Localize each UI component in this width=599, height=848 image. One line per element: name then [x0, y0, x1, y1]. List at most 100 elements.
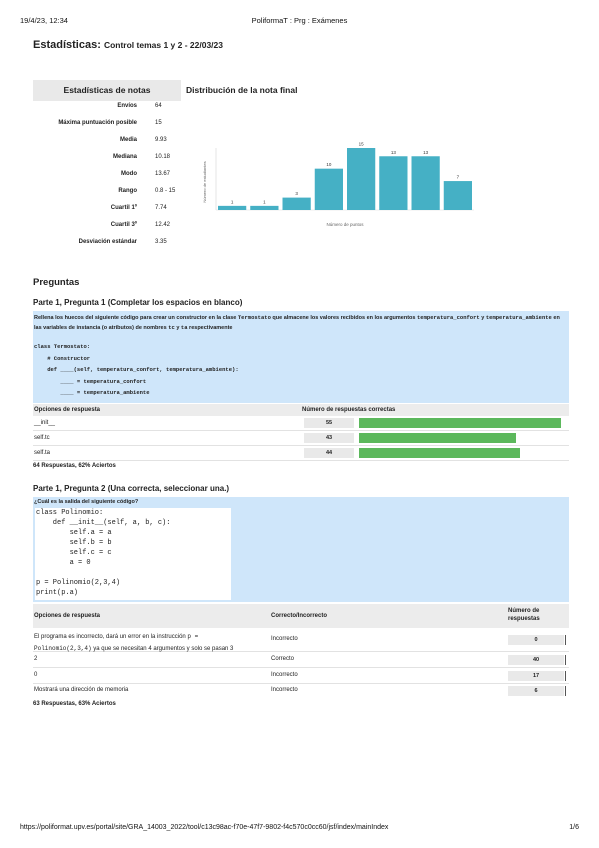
answer-label: Mostrará una dirección de memoria: [34, 687, 129, 693]
page-title-main: Estadísticas:: [33, 39, 101, 51]
answer-row: self.tc 43: [33, 431, 569, 446]
answer-status: Incorrecto: [271, 687, 298, 693]
prompt-code: Termostato: [237, 314, 271, 321]
answer-label: El programa es incorrecto, dará un error…: [34, 631, 264, 655]
answer-row: 0 Incorrecto 17: [33, 668, 569, 684]
grade-distribution-chart: Número de estudiantes Número de puntos 1…: [202, 142, 474, 227]
chart-bar: [282, 197, 311, 210]
chart-data-label: 1: [231, 199, 234, 204]
stat-label: Modo: [121, 171, 137, 177]
chart-bar: [314, 168, 343, 210]
stat-label: Rango: [118, 188, 137, 194]
summary-count: 64 Respuestas,: [33, 463, 77, 469]
question-1-box: Rellena los huecos del siguiente código …: [33, 311, 569, 403]
answer-label: 2: [34, 656, 38, 662]
question-2-summary: 63 Respuestas, 63% Aciertos: [33, 701, 116, 707]
question-1-summary: 64 Respuestas, 62% Aciertos: [33, 463, 116, 469]
prompt-text: que almacene los valores recibidos en lo…: [270, 315, 417, 321]
prompt-code: temperatura_ambiente: [485, 314, 552, 321]
answer-code: p =: [187, 633, 199, 640]
question-1-table-header: Opciones de respuesta Número de respuest…: [33, 404, 569, 416]
page-title-sub: Control temas 1 y 2 - 22/03/23: [103, 40, 223, 50]
answer-count: 40: [508, 655, 564, 665]
stats-row: Rango 0.8 - 15: [33, 188, 193, 205]
prompt-text: en las variables de instancia (o atribut…: [34, 315, 560, 331]
chart-data-label: 13: [423, 150, 429, 155]
stats-header: Estadísticas de notas: [33, 80, 181, 101]
answer-label: __init__: [34, 420, 56, 426]
answer-row: El programa es incorrecto, dará un error…: [33, 628, 569, 652]
summary-count: 63 Respuestas,: [33, 701, 77, 707]
stat-value: 7.74: [155, 205, 167, 211]
stat-value: 15: [155, 120, 162, 126]
answer-row: __init__ 55: [33, 416, 569, 431]
stats-row: Envíos 64: [33, 103, 193, 120]
chart-y-label: Número de estudiantes: [202, 161, 207, 202]
answer-row: 2 Correcto 40: [33, 652, 569, 668]
prompt-code: ta: [180, 324, 188, 331]
answer-count: 43: [304, 433, 354, 443]
prompt-text: y: [479, 315, 486, 321]
stat-value: 0.8 - 15: [155, 188, 176, 194]
stat-label: Envíos: [117, 103, 137, 109]
answer-bar: [359, 418, 561, 428]
col-correct: Número de respuestas correctas: [302, 407, 396, 413]
stat-label: Cuartil 1º: [110, 205, 137, 211]
question-2-prompt: ¿Cuál es la salida del siguiente código?: [34, 499, 139, 505]
answer-bar: [565, 635, 566, 645]
chart-data-label: 3: [295, 191, 298, 196]
answer-count: 44: [304, 448, 354, 458]
prompt-code: temperatura_confort: [417, 314, 480, 321]
prompt-text: respectivamente: [187, 325, 233, 331]
question-1-title: Parte 1, Pregunta 1 (Completar los espac…: [33, 298, 243, 307]
prompt-code: tc: [168, 324, 175, 331]
question-2-code: class Polinomio: def __init__(self, a, b…: [36, 509, 171, 597]
distribution-title: Distribución de la nota final: [186, 85, 298, 95]
chart-x-label: Número de puntos: [326, 222, 364, 227]
page-title: Estadísticas: Control temas 1 y 2 - 22/0…: [33, 39, 223, 51]
answer-row: Mostrará una dirección de memoria Incorr…: [33, 684, 569, 698]
stat-label: Máxima puntuación posible: [58, 120, 137, 126]
chart-bar: [218, 205, 247, 210]
stats-table: Envíos 64 Máxima puntuación posible 15 Med…: [33, 103, 193, 256]
print-footer: https://poliformat.upv.es/portal/site/GR…: [20, 824, 579, 831]
stat-label: Desviación estándar: [78, 239, 137, 245]
chart-data-label: 13: [391, 150, 397, 155]
chart-bar: [347, 148, 376, 210]
summary-pct: 63% Aciertos: [78, 701, 116, 707]
answer-text: ya que se necesitan 4 argumentos y solo …: [91, 646, 234, 652]
stats-row: Cuartil 1º 7.74: [33, 205, 193, 222]
answer-count: 17: [508, 671, 564, 681]
chart-bar: [379, 156, 408, 210]
stat-label: Media: [119, 137, 137, 143]
print-page-title: PoliformaT : Prg : Exámenes: [251, 16, 348, 25]
print-page-number: 1/6: [569, 824, 579, 831]
answer-code: Polinomio(2,3,4): [34, 645, 92, 652]
stat-value: 10.18: [155, 154, 171, 160]
answer-bar: [565, 671, 566, 681]
stat-label: Cuartil 3º: [110, 222, 137, 228]
answer-text: El programa es incorrecto, dará un error…: [34, 634, 188, 640]
stat-value: 9.93: [155, 137, 167, 143]
chart-data-label: 10: [326, 162, 332, 167]
answer-count: 6: [508, 686, 564, 696]
answer-count: 55: [304, 418, 354, 428]
stats-row: Cuartil 3º 12.42: [33, 222, 193, 239]
chart-data-label: 7: [457, 175, 460, 180]
answer-label: 0: [34, 672, 38, 678]
chart-data-label: 15: [359, 142, 365, 147]
col-count: Número de respuestas: [508, 608, 540, 622]
stat-value: 12.42: [155, 222, 171, 228]
stats-row: Mediana 10.18: [33, 154, 193, 171]
summary-pct: 62% Aciertos: [78, 463, 116, 469]
stat-value: 3.35: [155, 239, 167, 245]
chart-bar: [411, 156, 440, 210]
question-2-title: Parte 1, Pregunta 2 (Una correcta, selec…: [33, 484, 230, 493]
question-1-code: class Termostato: # Constructor def ____…: [34, 343, 239, 396]
col-correct: Correcto/Incorrecto: [271, 613, 328, 619]
print-header: 19/4/23, 12:34 PoliformaT : Prg : Exámen…: [20, 16, 579, 26]
answer-status: Incorrecto: [271, 672, 298, 678]
answer-bar: [565, 655, 566, 665]
prompt-text: Rellena los huecos del siguiente código …: [34, 315, 238, 321]
answer-bar: [359, 448, 520, 458]
